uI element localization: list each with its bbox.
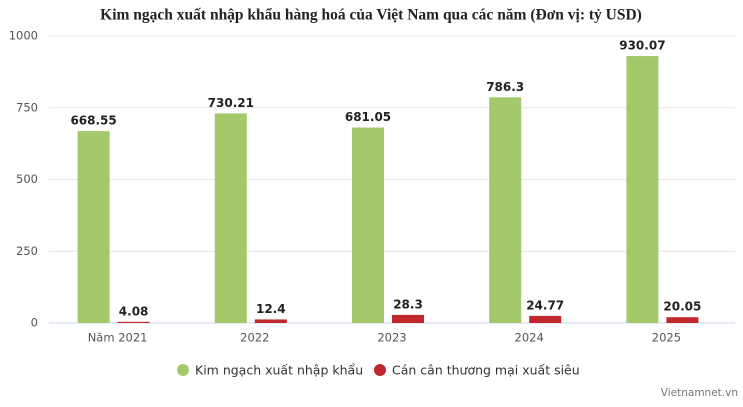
bar [77, 131, 110, 323]
bar [489, 97, 522, 323]
legend-label: Kim ngạch xuất nhập khẩu [195, 363, 363, 378]
bar [117, 321, 150, 323]
y-tick-label: 750 [16, 100, 38, 114]
bar [214, 113, 247, 323]
x-tick-label: 2024 [515, 331, 544, 345]
value-label: 20.05 [663, 300, 701, 314]
legend-label: Cán cân thương mại xuất siêu [392, 363, 580, 378]
value-label: 28.3 [393, 297, 423, 311]
x-tick-label: 2023 [377, 331, 406, 345]
x-tick-label: 2025 [652, 331, 681, 345]
bar [666, 317, 699, 323]
bar [352, 127, 384, 323]
bar [529, 315, 562, 323]
y-tick-label: 0 [31, 316, 38, 330]
bar [392, 314, 424, 323]
value-label: 786.3 [486, 80, 524, 94]
y-tick-label: 250 [16, 244, 38, 258]
x-tick-label: 2022 [240, 331, 269, 345]
bar [626, 56, 659, 323]
value-label: 930.07 [619, 39, 665, 53]
bar [254, 319, 287, 323]
value-label: 730.21 [208, 96, 254, 110]
legend-marker [374, 364, 386, 376]
value-label: 4.08 [119, 304, 149, 318]
value-label: 668.55 [70, 114, 116, 128]
source: Vietnamnet.vn [661, 387, 738, 399]
chart-title: Kim ngạch xuất nhập khẩu hàng hoá của Vi… [100, 7, 642, 24]
y-tick-label: 1000 [9, 29, 38, 43]
value-label: 681.05 [345, 110, 391, 124]
value-label: 24.77 [526, 298, 564, 312]
legend-marker [177, 364, 189, 376]
x-tick-label: Năm 2021 [88, 331, 148, 345]
value-label: 12.4 [256, 302, 286, 316]
y-tick-label: 500 [16, 172, 38, 186]
